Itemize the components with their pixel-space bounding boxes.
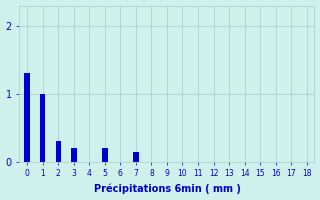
Bar bbox=[133, 152, 139, 162]
Bar bbox=[71, 148, 76, 162]
Bar bbox=[40, 94, 45, 162]
Bar bbox=[56, 141, 61, 162]
X-axis label: Précipitations 6min ( mm ): Précipitations 6min ( mm ) bbox=[93, 184, 240, 194]
Bar bbox=[25, 73, 30, 162]
Bar bbox=[102, 148, 108, 162]
